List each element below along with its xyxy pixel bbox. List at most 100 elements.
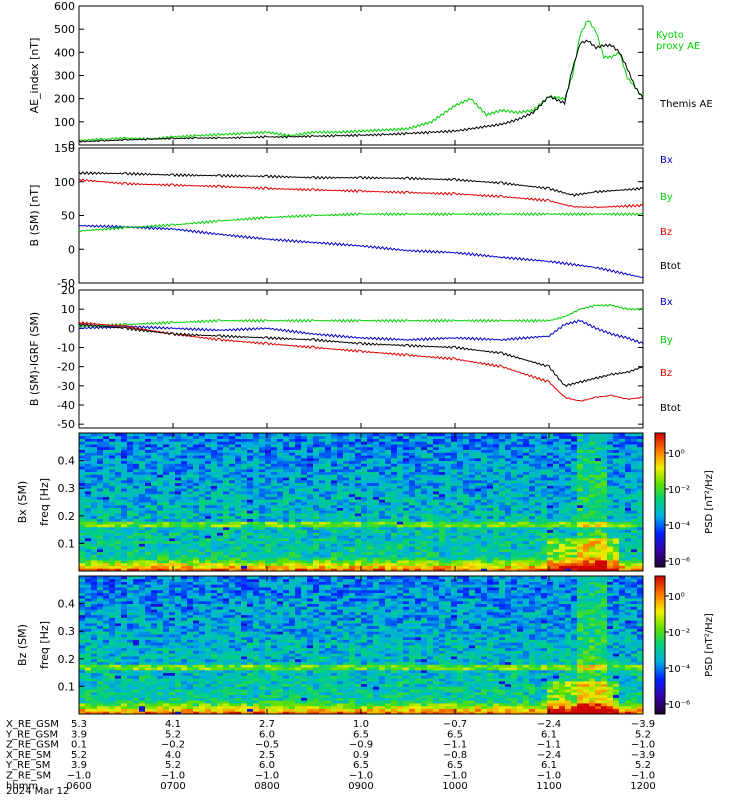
y-tick-label: 50 — [61, 210, 75, 223]
spectrogram-cell — [403, 551, 410, 555]
spectrogram-cell — [547, 510, 554, 514]
spectrogram-cell — [163, 466, 170, 470]
spectrogram-cell — [433, 546, 440, 550]
spectrogram-cell — [211, 466, 218, 470]
spectrogram-cell — [97, 589, 104, 593]
spectrogram-cell — [361, 435, 368, 439]
spectrogram-cell — [133, 562, 140, 566]
spectrogram-cell — [277, 488, 284, 492]
spectrogram-cell — [277, 507, 284, 511]
spectrogram-cell — [181, 515, 188, 519]
spectrogram-cell — [565, 463, 572, 467]
spectrogram-cell — [115, 493, 122, 497]
spectrogram-cell — [613, 560, 620, 564]
spectrogram-cell — [205, 565, 212, 569]
spectrogram-cell — [229, 485, 236, 489]
spectrogram-cell — [355, 540, 362, 544]
spectrogram-cell — [529, 446, 536, 450]
spectrogram-cell — [85, 697, 92, 701]
spectrogram-cell — [403, 560, 410, 564]
spectrogram-cell — [625, 496, 632, 500]
spectrogram-cell — [187, 485, 194, 489]
spectrogram-cell — [217, 546, 224, 550]
spectrogram-cell — [289, 551, 296, 555]
spectrogram-cell — [409, 551, 416, 555]
spectrogram-cell — [211, 540, 218, 544]
spectrogram-cell — [367, 433, 374, 437]
spectrogram-cell — [475, 460, 482, 464]
spectrogram-cell — [289, 513, 296, 517]
spectrogram-cell — [553, 449, 560, 453]
spectrogram-cell — [451, 474, 458, 478]
spectrogram-cell — [127, 468, 134, 473]
spectrogram-cell — [409, 433, 416, 437]
spectrogram-cell — [367, 499, 374, 503]
spectrogram-cell — [451, 554, 458, 558]
spectrogram-cell — [481, 518, 488, 522]
spectrogram-cell — [367, 471, 374, 475]
spectrogram-cell — [541, 491, 548, 495]
spectrogram-bx — [79, 433, 644, 572]
spectrogram-cell — [415, 510, 422, 514]
spectrogram-cell — [571, 488, 578, 492]
spectrogram-cell — [625, 532, 632, 536]
spectrogram-cell — [121, 537, 128, 542]
spectrogram-cell — [463, 482, 470, 486]
spectrogram-cell — [355, 441, 362, 445]
spectrogram-cell — [565, 568, 572, 572]
spectrogram-cell — [631, 452, 638, 456]
spectrogram-cell — [613, 515, 620, 519]
spectrogram-cell — [265, 548, 272, 553]
spectrogram-cell — [91, 565, 98, 569]
spectrogram-cell — [91, 672, 98, 676]
spectrogram-cell — [379, 457, 386, 461]
spectrogram-cell — [577, 479, 584, 484]
spectrogram-cell — [361, 444, 368, 448]
spectrogram-cell — [475, 468, 482, 473]
spectrogram-cell — [91, 496, 98, 500]
spectrogram-cell — [79, 554, 86, 558]
spectrogram-cell — [463, 474, 470, 478]
spectrogram-cell — [349, 477, 356, 481]
spectrogram-cell — [625, 493, 632, 497]
spectrogram-cell — [619, 529, 626, 533]
spectrogram-cell — [91, 689, 98, 693]
spectrogram-cell — [325, 493, 332, 497]
spectrogram-cell — [163, 482, 170, 486]
spectrogram-cell — [403, 557, 410, 561]
spectrogram-cell — [403, 568, 410, 572]
spectrogram-cell — [121, 460, 128, 464]
spectrogram-cell — [415, 485, 422, 489]
spectrogram-cell — [445, 535, 452, 539]
spectrogram-cell — [367, 496, 374, 500]
spectrogram-cell — [385, 515, 392, 519]
spectrogram-cell — [613, 471, 620, 475]
spectrogram-cell — [295, 449, 302, 453]
spectrogram-cell — [229, 504, 236, 508]
spectrogram-cell — [295, 485, 302, 489]
spectrogram-cell — [133, 482, 140, 486]
spectrogram-cell — [613, 493, 620, 497]
spectrogram-cell — [631, 535, 638, 539]
spectrogram-cell — [499, 496, 506, 500]
spectrogram-cell — [91, 562, 98, 566]
spectrogram-cell — [541, 526, 548, 530]
spectrogram-cell — [91, 441, 98, 445]
spectrogram-cell — [457, 496, 464, 500]
spectrogram-cell — [253, 560, 260, 564]
spectrogram-cell — [631, 457, 638, 461]
spectrogram-cell — [337, 433, 344, 437]
spectrogram-cell — [85, 562, 92, 566]
spectrogram-cell — [433, 565, 440, 569]
spectrogram-cell — [595, 562, 602, 566]
spectrogram-cell — [151, 510, 158, 514]
spectrogram-cell — [121, 499, 128, 503]
spectrogram-cell — [511, 565, 518, 569]
spectrogram-cell — [85, 686, 92, 690]
spectrogram-cell — [421, 441, 428, 445]
spectrogram-cell — [391, 532, 398, 536]
spectrogram-cell — [271, 491, 278, 495]
spectrogram-cell — [361, 554, 368, 558]
spectrogram-cell — [535, 435, 542, 439]
